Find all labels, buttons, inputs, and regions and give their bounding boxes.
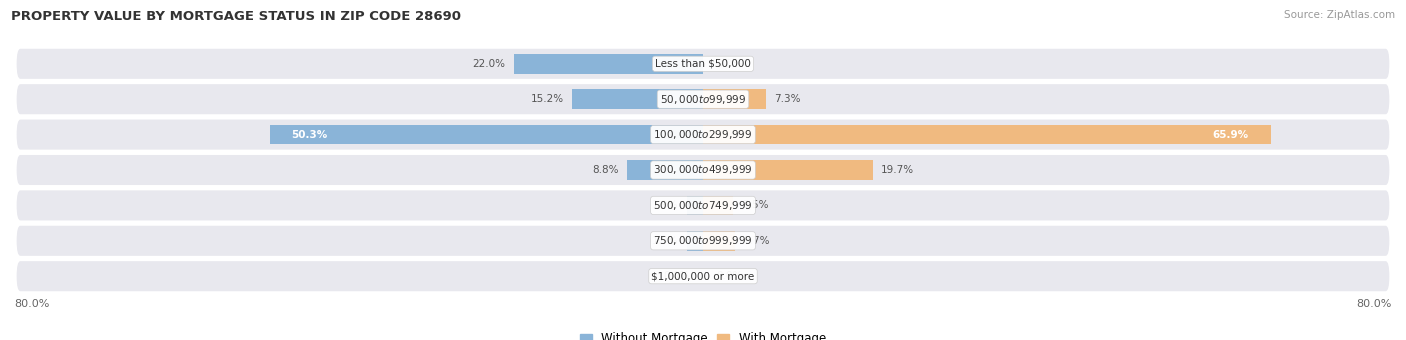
Text: 0.0%: 0.0% <box>716 59 742 69</box>
FancyBboxPatch shape <box>17 49 1389 79</box>
Text: $100,000 to $299,999: $100,000 to $299,999 <box>654 128 752 141</box>
FancyBboxPatch shape <box>17 226 1389 256</box>
Text: 1.9%: 1.9% <box>651 236 678 246</box>
Text: Source: ZipAtlas.com: Source: ZipAtlas.com <box>1284 10 1395 20</box>
Text: 50.3%: 50.3% <box>291 130 328 140</box>
Text: 80.0%: 80.0% <box>14 299 49 309</box>
Text: 8.8%: 8.8% <box>592 165 619 175</box>
Text: 0.0%: 0.0% <box>664 271 690 281</box>
Text: $500,000 to $749,999: $500,000 to $749,999 <box>654 199 752 212</box>
Bar <box>627 160 703 180</box>
Text: 7.3%: 7.3% <box>775 94 801 104</box>
Text: 3.7%: 3.7% <box>744 236 770 246</box>
Text: $1,000,000 or more: $1,000,000 or more <box>651 271 755 281</box>
FancyBboxPatch shape <box>17 84 1389 114</box>
Legend: Without Mortgage, With Mortgage: Without Mortgage, With Mortgage <box>575 328 831 340</box>
Text: 0.0%: 0.0% <box>716 271 742 281</box>
FancyBboxPatch shape <box>17 155 1389 185</box>
Text: 19.7%: 19.7% <box>882 165 914 175</box>
Text: $50,000 to $99,999: $50,000 to $99,999 <box>659 93 747 106</box>
FancyBboxPatch shape <box>17 190 1389 220</box>
Text: PROPERTY VALUE BY MORTGAGE STATUS IN ZIP CODE 28690: PROPERTY VALUE BY MORTGAGE STATUS IN ZIP… <box>11 10 461 23</box>
Bar <box>703 231 735 251</box>
Bar <box>703 125 1271 144</box>
Text: $300,000 to $499,999: $300,000 to $499,999 <box>654 164 752 176</box>
Text: 65.9%: 65.9% <box>1213 130 1249 140</box>
Bar <box>686 231 703 251</box>
Bar <box>703 160 873 180</box>
Text: 1.9%: 1.9% <box>651 200 678 210</box>
Bar <box>686 195 703 215</box>
Text: 80.0%: 80.0% <box>1357 299 1392 309</box>
Bar <box>703 195 733 215</box>
Text: 3.5%: 3.5% <box>742 200 768 210</box>
Text: $750,000 to $999,999: $750,000 to $999,999 <box>654 234 752 247</box>
Bar <box>572 89 703 109</box>
Text: 22.0%: 22.0% <box>472 59 505 69</box>
FancyBboxPatch shape <box>17 120 1389 150</box>
Bar <box>513 54 703 73</box>
Bar <box>270 125 703 144</box>
Text: Less than $50,000: Less than $50,000 <box>655 59 751 69</box>
FancyBboxPatch shape <box>17 261 1389 291</box>
Bar <box>703 89 766 109</box>
Text: 15.2%: 15.2% <box>530 94 564 104</box>
